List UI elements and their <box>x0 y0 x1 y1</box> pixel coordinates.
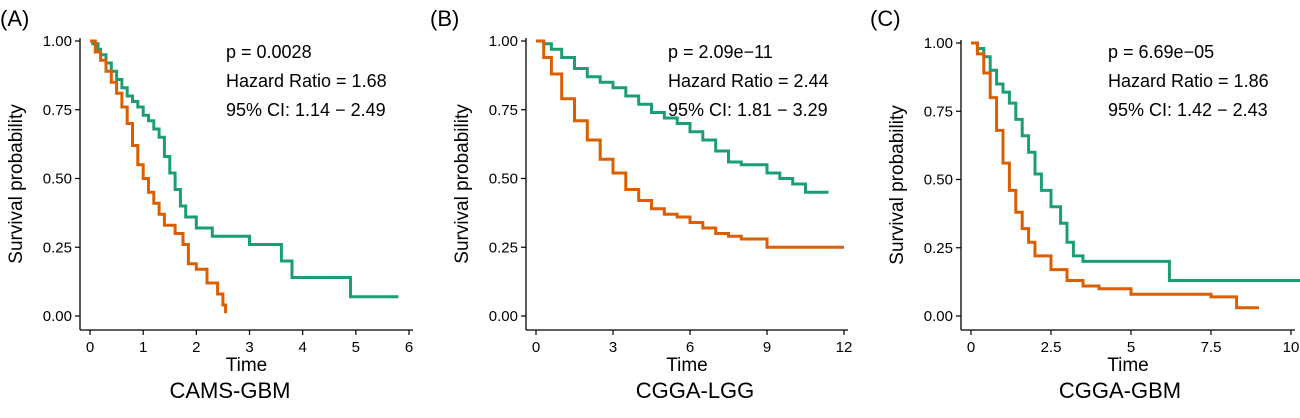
low-risk-survival-curve <box>90 39 399 299</box>
stat-p-c: p = 6.69e−05 <box>1108 42 1214 62</box>
stat-hr-b: Hazard Ratio = 2.44 <box>668 71 829 91</box>
y-tick-label: 1.00 <box>43 33 72 50</box>
y-tick-label: 0.50 <box>489 171 518 188</box>
plot-area-b: 0.00 0.25 0.50 0.75 1.00 0 3 6 9 12 Time Survival p… <box>452 33 852 376</box>
stat-ci-a: 95% CI: 1.14 − 2.49 <box>226 100 386 120</box>
x-tick-label: 3 <box>609 339 617 356</box>
x-tick-label: 4 <box>298 339 306 356</box>
stat-hr-a: Hazard Ratio = 1.68 <box>226 71 387 91</box>
stat-p-a: p = 0.0028 <box>226 42 312 62</box>
x-tick-label: 0 <box>86 339 94 356</box>
y-tick-label: 0.25 <box>489 239 518 256</box>
plot-area-c: 0.00 0.25 0.50 0.75 1.00 0 2.5 5 7.5 10 Time Surviv… <box>887 35 1300 376</box>
x-axis-title: Time <box>1107 355 1149 376</box>
km-panel-c: (C) 0.00 0.25 0.50 0.75 1.00 0 2.5 5 7.5 10 Time Su… <box>865 0 1300 413</box>
y-tick-label: 0.00 <box>43 308 72 325</box>
x-tick-label: 2.5 <box>1041 339 1062 356</box>
y-tick-label: 0.00 <box>489 308 518 325</box>
x-tick-label: 6 <box>405 339 413 356</box>
x-tick-label: 3 <box>245 339 253 356</box>
panel-label-c: (C) <box>870 6 901 31</box>
panel-label-b: (B) <box>430 6 459 31</box>
y-tick-label: 0.50 <box>924 172 953 189</box>
x-tick-label: 10 <box>1283 339 1300 356</box>
plot-area-a: 0.00 0.25 0.50 0.75 1.00 0 1 2 3 4 5 6 Time Survival … <box>6 33 413 376</box>
y-tick-label: 1.00 <box>489 33 518 50</box>
high-risk-survival-curve <box>971 41 1259 310</box>
x-tick-label: 0 <box>532 339 540 356</box>
y-axis-title: Survival probability <box>6 104 27 264</box>
low-risk-survival-curve <box>971 41 1300 282</box>
y-tick-label: 0.00 <box>924 308 953 325</box>
x-tick-label: 2 <box>192 339 200 356</box>
stat-hr-c: Hazard Ratio = 1.86 <box>1108 71 1269 91</box>
x-tick-label: 1 <box>139 339 147 356</box>
stat-p-b: p = 2.09e−11 <box>668 42 773 62</box>
km-panel-b: (B) 0.00 0.25 0.50 0.75 1.00 0 3 6 9 12 Time Surviv… <box>430 0 865 413</box>
y-tick-label: 1.00 <box>924 35 953 52</box>
x-tick-label: 0 <box>967 339 975 356</box>
x-tick-label: 12 <box>836 339 853 356</box>
y-axis-title: Survival probability <box>887 105 908 265</box>
panel-label-a: (A) <box>0 6 29 31</box>
x-axis-title: Time <box>666 355 708 376</box>
y-tick-label: 0.25 <box>43 239 72 256</box>
km-plot-a: (A) 0.00 0.25 0.50 0.75 1.00 0 1 2 3 4 5 6 Time Survi… <box>0 6 413 403</box>
stat-ci-c: 95% CI: 1.42 − 2.43 <box>1108 100 1268 120</box>
stat-ci-b: 95% CI: 1.81 − 3.29 <box>668 100 828 120</box>
y-tick-label: 0.75 <box>43 102 72 119</box>
y-axis-title: Survival probability <box>452 104 473 264</box>
x-tick-label: 6 <box>686 339 694 356</box>
y-tick-label: 0.75 <box>489 102 518 119</box>
x-tick-label: 5 <box>1127 339 1135 356</box>
dataset-label-b: CGGA-LGG <box>636 378 755 403</box>
km-plot-b: (B) 0.00 0.25 0.50 0.75 1.00 0 3 6 9 12 Time Surviv… <box>430 6 852 403</box>
y-tick-label: 0.50 <box>43 171 72 188</box>
dataset-label-c: CGGA-GBM <box>1059 378 1181 403</box>
y-tick-label: 0.75 <box>924 103 953 120</box>
x-tick-label: 7.5 <box>1201 339 1222 356</box>
x-tick-label: 5 <box>352 339 360 356</box>
high-risk-survival-curve <box>90 39 228 314</box>
dataset-label-a: CAMS-GBM <box>170 378 291 403</box>
km-plot-c: (C) 0.00 0.25 0.50 0.75 1.00 0 2.5 5 7.5 10 Time Su… <box>870 6 1300 403</box>
low-risk-survival-curve <box>536 39 829 194</box>
km-panel-a: (A) 0.00 0.25 0.50 0.75 1.00 0 1 2 3 4 5 6 Time Survi… <box>0 0 430 413</box>
x-axis-title: Time <box>226 355 268 376</box>
x-tick-label: 9 <box>763 339 771 356</box>
high-risk-survival-curve <box>536 39 844 249</box>
y-tick-label: 0.25 <box>924 240 953 257</box>
